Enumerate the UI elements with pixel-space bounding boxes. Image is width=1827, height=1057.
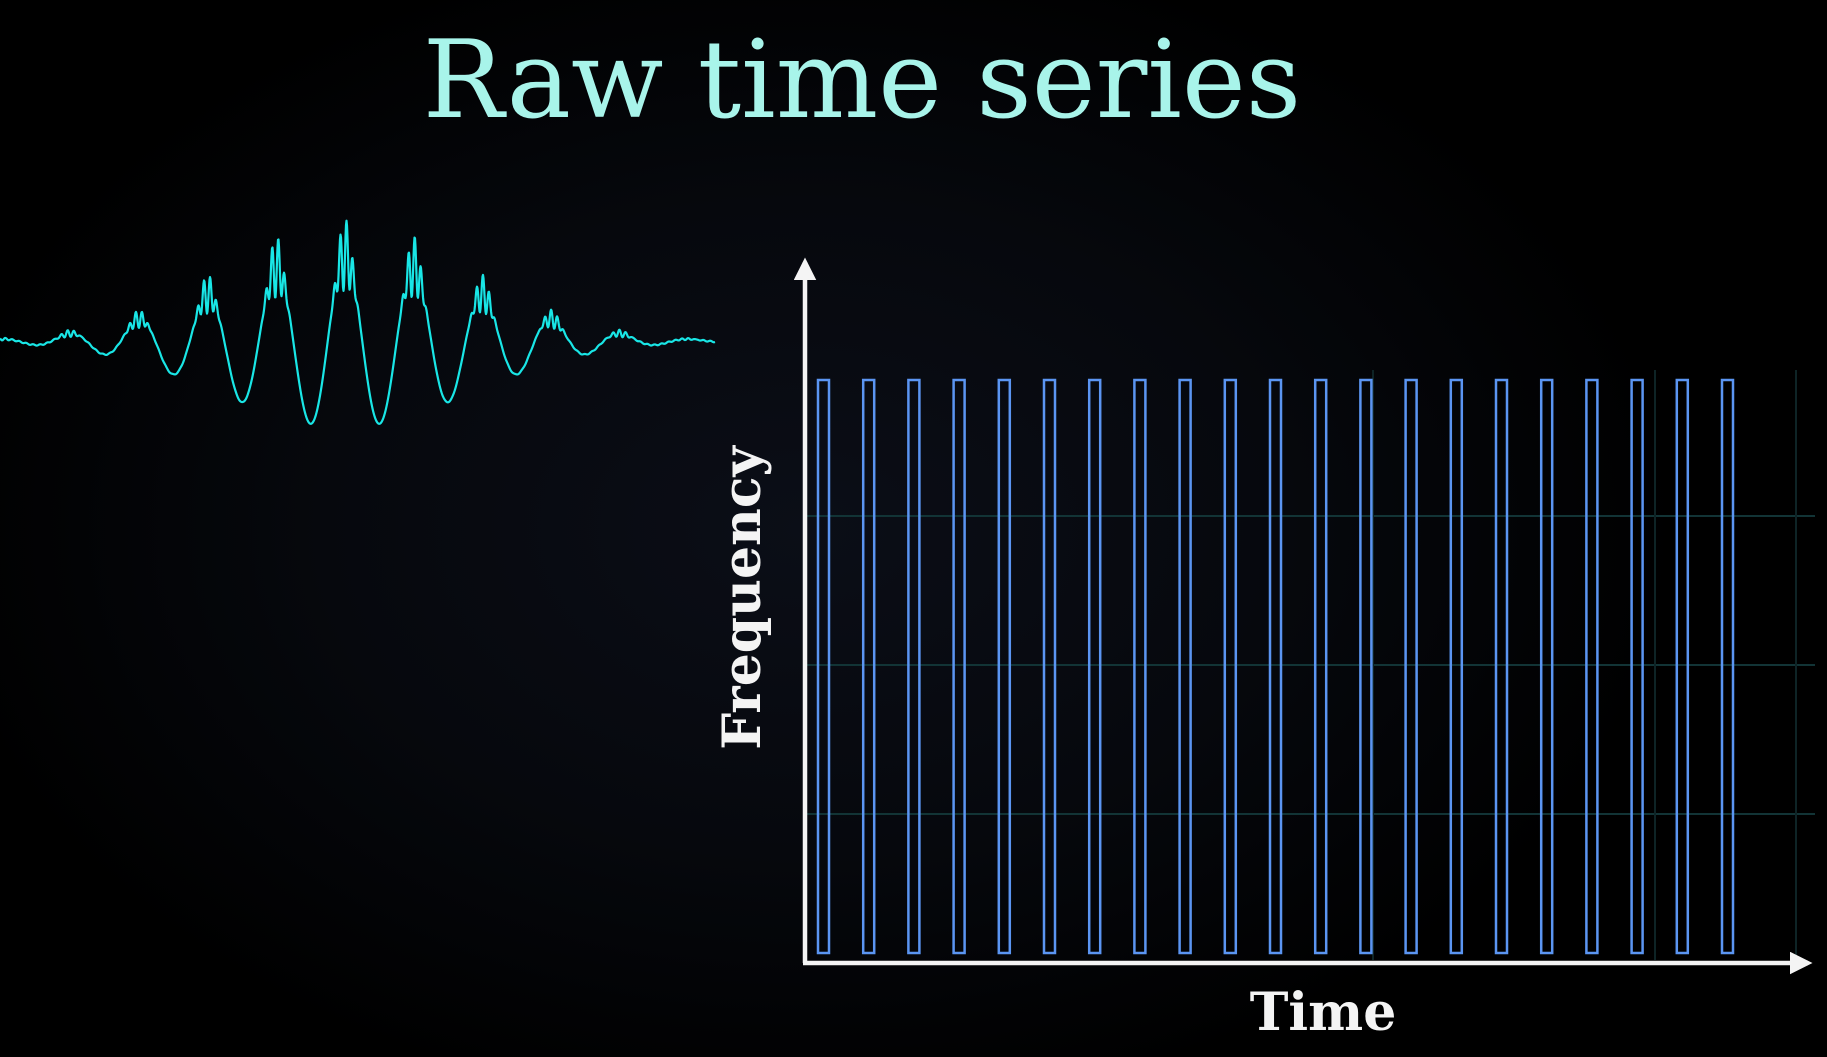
page-title: Raw time series — [423, 18, 1301, 143]
frequency-bar — [1313, 378, 1328, 955]
spectrogram-panel: Time Frequency — [712, 257, 1815, 1043]
y-axis-label: Frequency — [712, 445, 773, 750]
frequency-bar — [952, 378, 966, 955]
frequency-bar — [1494, 378, 1509, 955]
frequency-bars — [816, 378, 1735, 955]
frequency-bar — [1539, 378, 1554, 955]
frequency-bar — [1720, 378, 1735, 955]
frequency-bar — [1359, 378, 1373, 955]
frequency-bar — [1133, 378, 1147, 955]
raw-waveform — [0, 219, 716, 425]
frequency-bar — [1675, 378, 1690, 955]
frequency-bar — [1042, 378, 1057, 955]
frequency-bar — [907, 378, 921, 955]
frequency-bar — [997, 378, 1012, 955]
x-axis-label: Time — [1250, 982, 1397, 1043]
frequency-bar — [861, 378, 876, 955]
spectrogram-grid — [805, 370, 1815, 960]
frequency-bar — [1630, 378, 1644, 955]
frequency-bar — [1404, 378, 1418, 955]
frequency-bar — [1223, 378, 1238, 955]
frequency-bar — [1585, 378, 1599, 955]
frequency-bar — [1449, 378, 1464, 955]
frequency-bar — [1268, 378, 1283, 955]
frequency-bar — [816, 378, 831, 955]
frequency-bar — [1087, 378, 1102, 955]
frequency-bar — [1178, 378, 1192, 955]
